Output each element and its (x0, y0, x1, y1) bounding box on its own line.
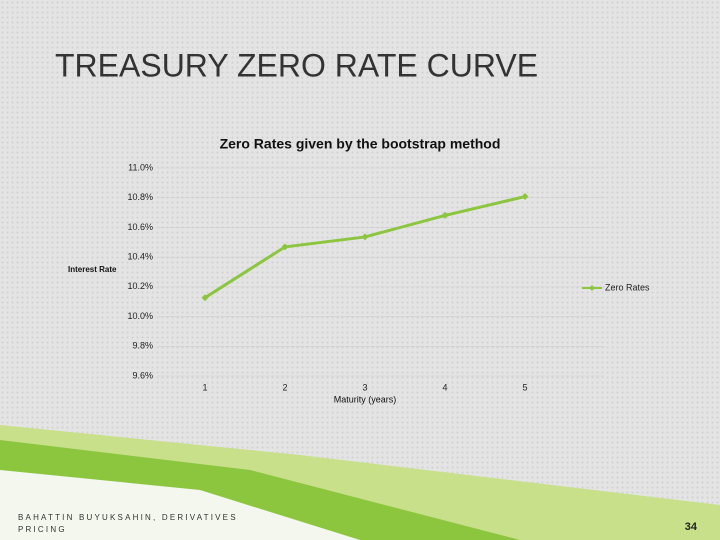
legend-marker (589, 285, 595, 291)
data-point (441, 211, 449, 219)
x-tick-label: 1 (202, 382, 207, 392)
data-point (521, 193, 529, 201)
chart-title: Zero Rates given by the bootstrap method (220, 136, 501, 152)
y-tick-label: 10.6% (127, 222, 153, 232)
y-axis-label: Interest Rate (68, 265, 117, 274)
y-tick-label: 9.6% (132, 370, 153, 380)
y-tick-label: 9.8% (132, 341, 153, 351)
page-number: 34 (685, 521, 698, 533)
x-axis-label: Maturity (years) (334, 394, 397, 404)
slide-title: TREASURY ZERO RATE CURVE (55, 47, 538, 83)
data-point (361, 233, 369, 241)
footer: BAHATTIN BUYUKSAHIN, DERIVATIVES PRICING (18, 513, 238, 534)
series-line (204, 195, 526, 299)
y-tick-label: 10.2% (127, 281, 153, 291)
decor-band (0, 470, 360, 540)
data-point (201, 294, 209, 302)
data-point (281, 243, 289, 251)
y-tick-label: 10.4% (127, 252, 153, 262)
y-tick-label: 11.0% (128, 162, 153, 172)
x-tick-label: 5 (522, 382, 527, 392)
y-tick-label: 10.8% (127, 192, 153, 202)
x-tick-label: 3 (362, 382, 367, 392)
x-tick-label: 4 (442, 382, 447, 392)
x-tick-label: 2 (282, 382, 287, 392)
legend-label: Zero Rates (605, 282, 650, 292)
y-tick-label: 10.0% (127, 311, 153, 321)
